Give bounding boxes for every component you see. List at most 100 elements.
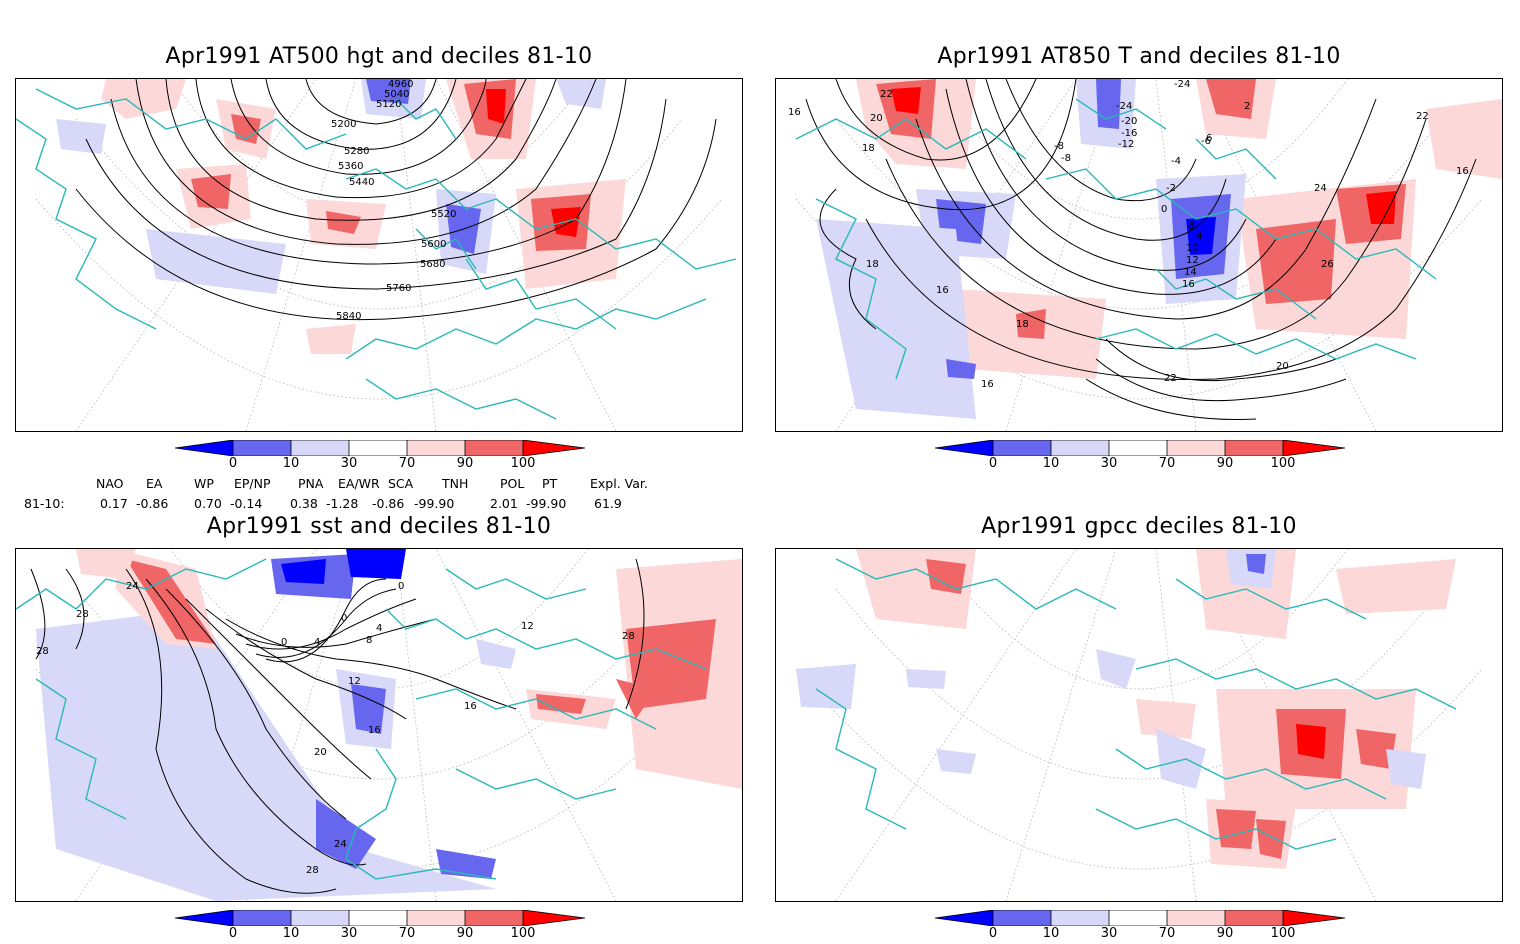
decile-shading (816, 79, 1502, 419)
colorbar-label: 70 (1158, 456, 1176, 471)
colorbar-label: 100 (510, 456, 536, 471)
colorbar-swatch (1225, 910, 1283, 926)
index-header: EA (146, 476, 163, 491)
colorbar-swatch (233, 910, 291, 926)
contour-label: 4 (314, 637, 320, 648)
colorbar-swatch (993, 910, 1051, 926)
contour-label: -4 (1171, 156, 1181, 167)
map-sst-canvas: 24 28 28 0 0 0 4 4 8 12 12 16 16 20 24 2… (16, 549, 742, 901)
contour-label: 16 (1182, 279, 1195, 290)
colorbar-label: 90 (1216, 926, 1234, 941)
index-header: EA/WR (338, 476, 380, 491)
contour-label: 18 (862, 143, 875, 154)
contour-label: 14 (1184, 267, 1197, 278)
index-value: 0.70 (194, 496, 222, 511)
map-sst: 24 28 28 0 0 0 4 4 8 12 12 16 16 20 24 2… (15, 548, 743, 902)
colorbar-labels: 0 10 30 70 90 100 (935, 456, 1345, 471)
index-row-label: 81-10: (24, 496, 65, 511)
colorbar-swatch (1167, 440, 1225, 456)
map-t850-canvas: 22 20 18 16 18 16 16 -24 -24 -20 -16 -12… (788, 79, 1502, 431)
colorbar-label: 90 (456, 456, 474, 471)
index-value: 2.01 (490, 496, 518, 511)
coastlines (16, 88, 737, 420)
contour-label: 22 (1416, 111, 1429, 122)
colorbar-swatch (349, 440, 407, 456)
contour-label: 22 (1164, 373, 1177, 384)
contour-label: 16 (464, 701, 477, 712)
colorbar-swatch (233, 440, 291, 456)
map-graticule (35, 79, 723, 431)
colorbar-swatch (291, 440, 349, 456)
colorbar-swatch (407, 440, 465, 456)
colorbar-swatches (174, 909, 586, 927)
height-contours (75, 79, 717, 321)
contour-label: 5680 (420, 259, 445, 270)
colorbar-gpcc: 0 10 30 70 90 100 (934, 909, 1346, 944)
colorbar-swatch (993, 440, 1051, 456)
contour-label: -6 (1201, 136, 1211, 147)
colorbar-swatch (1225, 440, 1283, 456)
contour-label: 22 (880, 89, 893, 100)
colorbar-swatch (523, 910, 585, 926)
colorbar-swatch (1283, 910, 1345, 926)
temperature-contours (805, 79, 1477, 420)
contour-label: 24 (1314, 183, 1327, 194)
colorbar-label: 10 (1042, 456, 1060, 471)
colorbar-swatch (1051, 910, 1109, 926)
colorbar-swatch (935, 440, 993, 456)
contour-label: 26 (1321, 259, 1334, 270)
contour-label: 5600 (421, 239, 446, 250)
colorbar-swatch (1167, 910, 1225, 926)
contour-label: 8 (366, 635, 372, 646)
contour-label: 5200 (331, 119, 356, 130)
colorbar-swatch (407, 910, 465, 926)
colorbar-label: 0 (988, 456, 998, 471)
colorbar-swatch (175, 910, 233, 926)
contour-label: 0 (341, 613, 347, 624)
contour-labels: 24 28 28 0 0 0 4 4 8 12 12 16 16 20 24 2… (36, 581, 635, 876)
index-value: 61.9 (594, 496, 622, 511)
index-value: -99.90 (414, 496, 455, 511)
contour-label: 4960 (388, 79, 413, 90)
contour-label: 28 (622, 631, 635, 642)
contour-label: 10 (1186, 243, 1199, 254)
index-header: Expl. Var. (590, 476, 648, 491)
contour-label: 18 (866, 259, 879, 270)
decile-shading (56, 79, 626, 354)
contour-label: 16 (788, 107, 801, 118)
panel-title-hgt500: Apr1991 AT500 hgt and deciles 81-10 (165, 44, 593, 69)
contour-label: 5760 (386, 283, 411, 294)
contour-label: 12 (1186, 255, 1199, 266)
colorbar-labels: 0 10 30 70 90 100 (175, 926, 585, 941)
colorbar-label: 0 (228, 456, 238, 471)
contour-label: 18 (1016, 319, 1029, 330)
index-header: SCA (388, 476, 414, 491)
contour-label: 20 (314, 747, 327, 758)
index-header: EP/NP (234, 476, 271, 491)
colorbar-sst: 0 10 30 70 90 100 (174, 909, 586, 944)
index-header: POL (500, 476, 525, 491)
contour-label: 12 (348, 676, 361, 687)
colorbar-swatch (465, 440, 523, 456)
index-value: -1.28 (326, 496, 359, 511)
index-value: -0.86 (136, 496, 169, 511)
colorbar-label: 10 (282, 926, 300, 941)
contour-label: 5040 (384, 89, 409, 100)
colorbar-swatch (1109, 910, 1167, 926)
contour-label: -16 (1121, 128, 1137, 139)
colorbar-label: 100 (1270, 926, 1296, 941)
colorbar-swatch (291, 910, 349, 926)
contour-label: -20 (1121, 116, 1137, 127)
colorbar-swatches (934, 439, 1346, 457)
contour-label: 20 (1276, 361, 1289, 372)
colorbar-label: 0 (228, 926, 238, 941)
colorbar-swatches (934, 909, 1346, 927)
colorbar-swatch (1283, 440, 1345, 456)
panel-title-t850: Apr1991 AT850 T and deciles 81-10 (937, 44, 1341, 69)
sst-contours (30, 558, 645, 894)
contour-label: 4 (376, 623, 382, 634)
colorbar-swatches (174, 439, 586, 457)
panel-title-sst: Apr1991 sst and deciles 81-10 (206, 514, 552, 539)
coastlines (815, 558, 1457, 850)
contour-label: 16 (1456, 166, 1469, 177)
